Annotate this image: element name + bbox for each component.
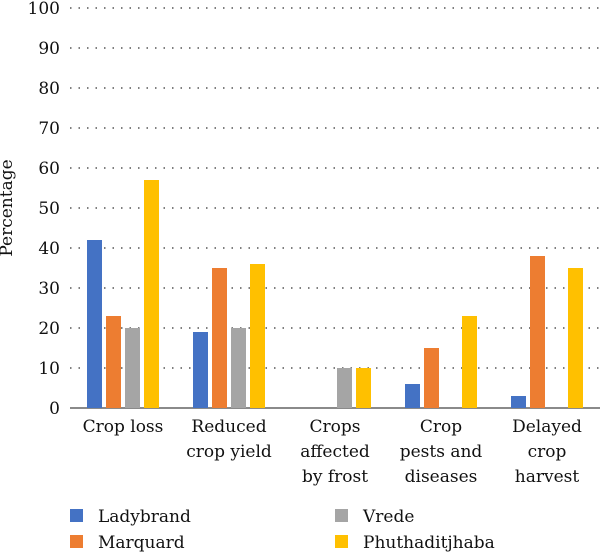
y-tick-label: 30	[38, 279, 60, 299]
legend-swatch	[335, 509, 348, 522]
x-category-label: crop yield	[186, 442, 272, 462]
legend-label: Ladybrand	[98, 507, 191, 527]
legend-swatch	[335, 535, 348, 548]
y-tick-label: 50	[38, 199, 60, 219]
bar	[87, 240, 102, 408]
y-tick-label: 0	[49, 399, 60, 419]
y-tick-label: 20	[38, 319, 60, 339]
bar	[530, 256, 545, 408]
bar	[424, 348, 439, 408]
y-tick-label: 80	[38, 79, 60, 99]
bars	[87, 180, 583, 408]
x-category-label: Crops	[310, 417, 361, 437]
bar	[356, 368, 371, 408]
x-category-label: diseases	[405, 467, 478, 487]
legend-swatch	[70, 535, 83, 548]
y-tick-label: 60	[38, 159, 60, 179]
bar	[212, 268, 227, 408]
x-category-label: Delayed	[512, 417, 582, 437]
y-tick-label: 100	[28, 0, 60, 19]
legend-swatch	[70, 509, 83, 522]
bar	[144, 180, 159, 408]
y-tick-label: 70	[38, 119, 60, 139]
bar	[106, 316, 121, 408]
gridlines	[70, 7, 600, 369]
x-category-label: Reduced	[191, 417, 266, 437]
legend: Ladybrand Marquard Vrede Phuthaditjhaba	[70, 507, 495, 553]
y-axis-title: Percentage	[0, 159, 17, 256]
bar	[250, 264, 265, 408]
x-axis-category-labels: Crop loss Reduced crop yield Crops affected b…	[83, 417, 582, 487]
bar	[405, 384, 420, 408]
x-category-label: by frost	[302, 467, 368, 487]
x-category-label: Crop	[420, 417, 462, 437]
bar	[568, 268, 583, 408]
y-tick-label: 90	[38, 39, 60, 59]
bar	[337, 368, 352, 408]
y-tick-label: 40	[38, 239, 60, 259]
legend-label: Phuthaditjhaba	[363, 533, 495, 553]
legend-label: Vrede	[362, 507, 414, 527]
x-category-label: Crop loss	[83, 417, 164, 437]
x-category-label: pests and	[400, 442, 483, 462]
bar	[231, 328, 246, 408]
legend-label: Marquard	[98, 533, 185, 553]
bar	[193, 332, 208, 408]
bar	[511, 396, 526, 408]
y-axis-tick-labels: 0 10 20 30 40 50 60 70 80 90 100	[28, 0, 60, 419]
y-tick-label: 10	[38, 359, 60, 379]
x-category-label: crop	[528, 442, 567, 462]
x-category-label: affected	[300, 442, 370, 462]
bar	[462, 316, 477, 408]
bar	[125, 328, 140, 408]
x-category-label: harvest	[515, 467, 580, 487]
